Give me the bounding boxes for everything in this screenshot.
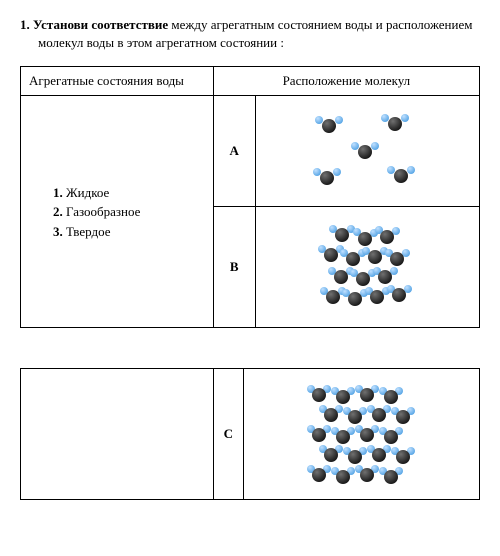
option-label-c: C [213, 369, 243, 500]
molecule-diagram-b [297, 217, 437, 317]
header-arrangement: Расположение молекул [213, 67, 479, 96]
header-states: Агрегатные состояния воды [21, 67, 214, 96]
states-list: 1. Жидкое 2. Газообразное 3. Твердое [29, 183, 205, 242]
diagram-a-cell [255, 96, 479, 207]
diagram-b-cell [255, 207, 479, 328]
state-item: 3. Твердое [53, 222, 205, 242]
molecule-diagram-c [291, 379, 431, 489]
states-cell: 1. Жидкое 2. Газообразное 3. Твердое [21, 96, 214, 328]
question-header: 1. Установи соответствие между агрегатны… [20, 16, 480, 52]
blank-cell [21, 369, 214, 500]
matching-table-1: Агрегатные состояния воды Расположение м… [20, 66, 480, 328]
matching-table-2: C [20, 368, 480, 500]
state-item: 1. Жидкое [53, 183, 205, 203]
state-item: 2. Газообразное [53, 202, 205, 222]
option-label-a: A [213, 96, 255, 207]
molecule-diagram-a [297, 106, 437, 196]
question-bold: Установи соответствие [33, 17, 168, 32]
question-number: 1. [20, 17, 30, 32]
diagram-c-cell [243, 369, 479, 500]
option-label-b: B [213, 207, 255, 328]
